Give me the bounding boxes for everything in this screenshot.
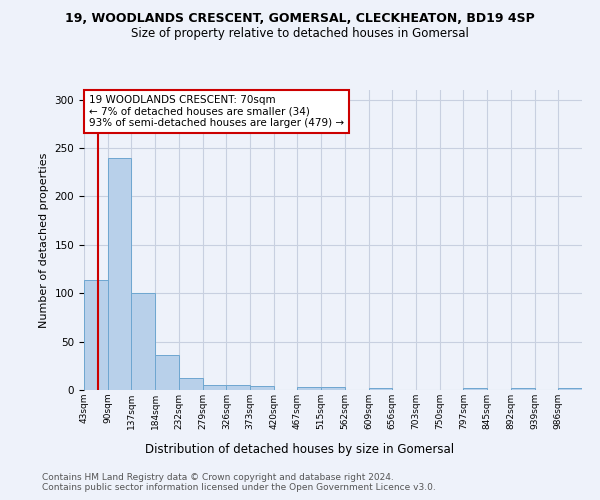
Bar <box>155 355 179 390</box>
Bar <box>558 388 582 390</box>
Bar <box>298 387 321 390</box>
Bar <box>511 388 535 390</box>
Y-axis label: Number of detached properties: Number of detached properties <box>39 152 49 328</box>
Bar <box>368 388 392 390</box>
Bar <box>250 386 274 390</box>
Bar <box>463 388 487 390</box>
Text: 19 WOODLANDS CRESCENT: 70sqm
← 7% of detached houses are smaller (34)
93% of sem: 19 WOODLANDS CRESCENT: 70sqm ← 7% of det… <box>89 95 344 128</box>
Bar <box>321 387 345 390</box>
Bar <box>108 158 131 390</box>
Bar <box>84 280 108 390</box>
Bar <box>131 293 155 390</box>
Text: Distribution of detached houses by size in Gomersal: Distribution of detached houses by size … <box>145 442 455 456</box>
Text: Size of property relative to detached houses in Gomersal: Size of property relative to detached ho… <box>131 28 469 40</box>
Bar <box>226 385 250 390</box>
Bar <box>203 385 226 390</box>
Text: 19, WOODLANDS CRESCENT, GOMERSAL, CLECKHEATON, BD19 4SP: 19, WOODLANDS CRESCENT, GOMERSAL, CLECKH… <box>65 12 535 26</box>
Text: Contains HM Land Registry data © Crown copyright and database right 2024.
Contai: Contains HM Land Registry data © Crown c… <box>42 472 436 492</box>
Bar <box>179 378 203 390</box>
